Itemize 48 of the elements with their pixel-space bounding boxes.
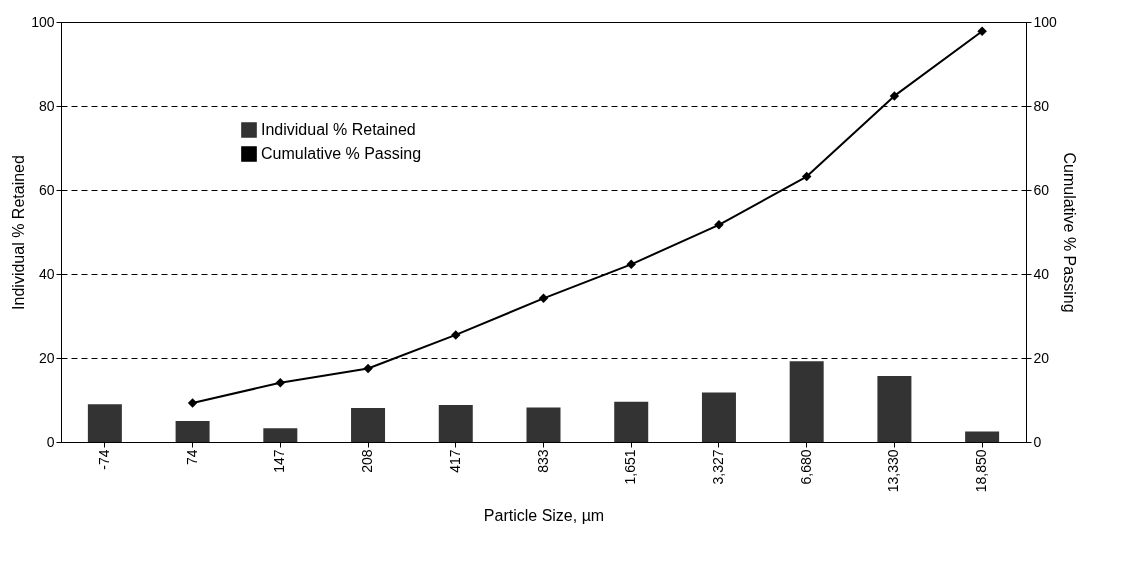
point (889, 91, 900, 101)
x-axis-title: Particle Size, µm (483, 507, 605, 525)
bar (701, 392, 736, 442)
y-tick-label: 40 (38, 265, 55, 282)
bar (614, 401, 649, 442)
y-tick-label: 20 (38, 349, 55, 366)
bar (877, 376, 912, 442)
y2-tick-label: 100 (1033, 13, 1058, 30)
x-tick-label: 74 (183, 449, 200, 466)
bar (526, 407, 561, 442)
x-tick-label: 18,850 (973, 449, 990, 493)
y2-tick-label: 80 (1033, 97, 1050, 114)
y-tick-label: 80 (38, 97, 55, 114)
point (451, 330, 461, 340)
x-tick-label: 208 (359, 449, 376, 473)
x-tick-label: 833 (534, 449, 551, 473)
point (363, 363, 373, 374)
bar (87, 404, 122, 442)
bar (351, 407, 386, 442)
y2-tick-label: 0 (1033, 433, 1042, 450)
y-axis-title: Individual % Retained (10, 155, 28, 310)
point (538, 293, 549, 304)
point (977, 26, 987, 36)
y-tick-label: 60 (38, 181, 55, 198)
x-tick-label: 13,330 (885, 449, 902, 493)
bar (175, 421, 210, 442)
y2-axis-title: Cumulative % Passing (1060, 152, 1078, 313)
y2-tick-label: 60 (1033, 181, 1050, 198)
legend-label: Individual % Retained (261, 121, 416, 138)
x-tick-label: -74 (95, 449, 112, 470)
legend-label: Cumulative % Passing (261, 145, 422, 162)
x-tick-label: 6,680 (797, 449, 814, 485)
point (275, 378, 286, 388)
point (626, 259, 636, 270)
bar (263, 428, 298, 442)
bar (965, 431, 1000, 442)
x-tick-label: 3,327 (709, 449, 726, 485)
y2-tick-label: 40 (1033, 265, 1050, 282)
bar (789, 361, 824, 442)
bar (438, 405, 473, 442)
point (801, 171, 812, 182)
y-tick-label: 0 (46, 433, 55, 450)
x-tick-label: 417 (446, 449, 463, 473)
y2-tick-label: 20 (1033, 349, 1050, 366)
x-tick-label: 147 (271, 449, 288, 473)
y-tick-label: 100 (31, 13, 55, 30)
point (187, 398, 198, 408)
x-tick-label: 1,651 (622, 449, 639, 485)
